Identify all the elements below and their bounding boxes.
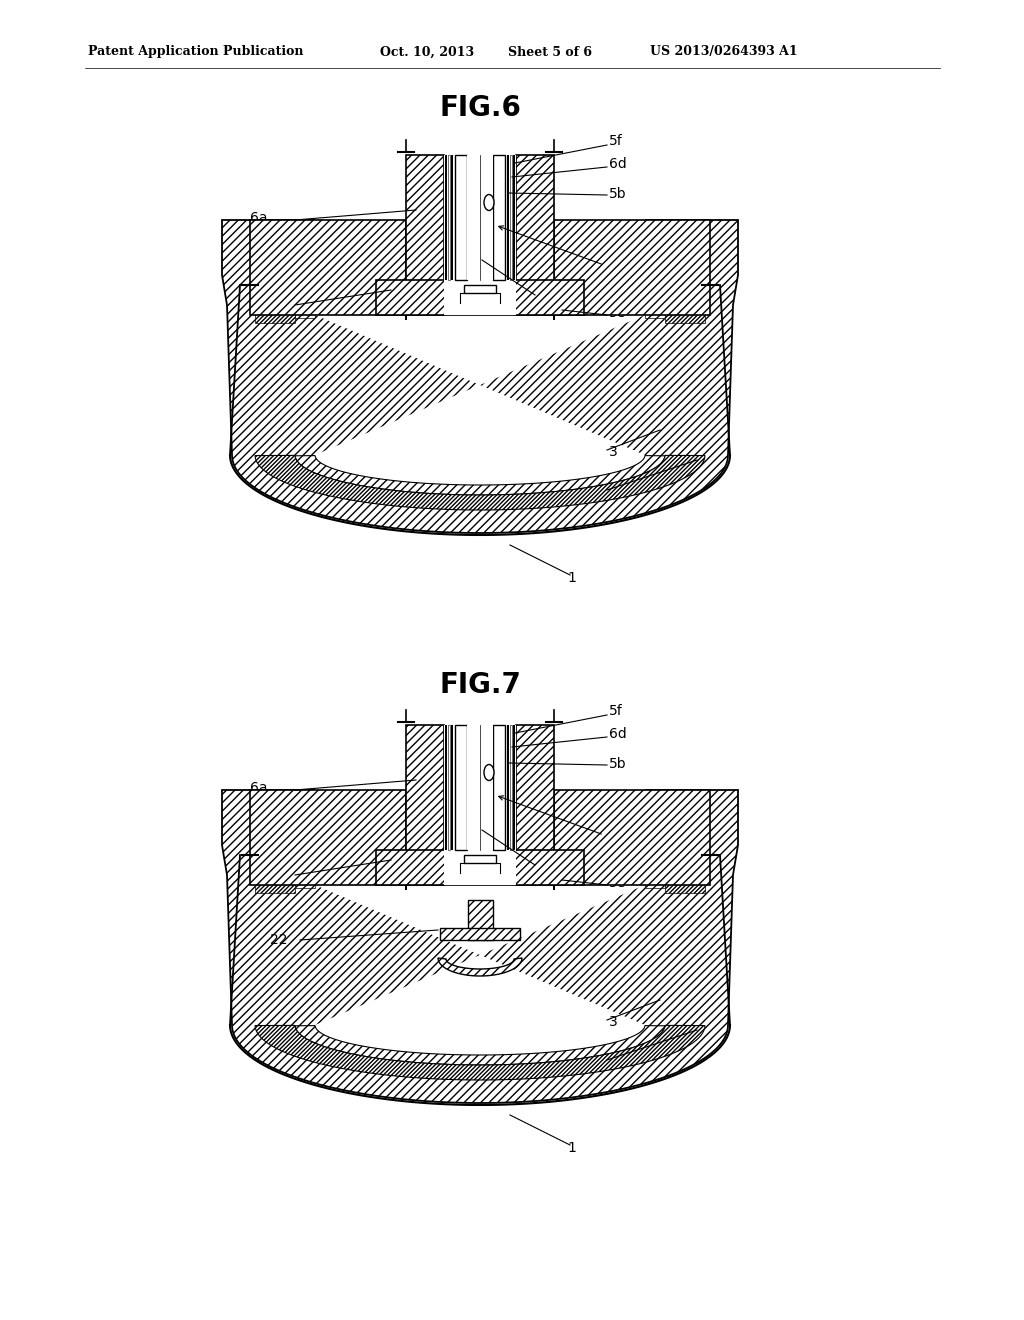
Bar	[507, 154, 509, 280]
Ellipse shape	[484, 194, 494, 210]
Bar	[295, 310, 315, 318]
Ellipse shape	[484, 764, 494, 780]
Bar	[467, 154, 493, 280]
Bar	[513, 154, 515, 280]
Polygon shape	[315, 685, 645, 1055]
Polygon shape	[295, 1026, 665, 1065]
Text: US 2013/0264393 A1: US 2013/0264393 A1	[650, 45, 798, 58]
Bar	[444, 154, 516, 315]
Bar	[513, 725, 515, 850]
Text: 5: 5	[609, 261, 617, 275]
Text: 4: 4	[532, 861, 541, 875]
Polygon shape	[315, 115, 645, 484]
Bar	[255, 882, 295, 894]
Bar	[645, 880, 665, 888]
Text: 6h: 6h	[250, 296, 267, 310]
Bar	[455, 725, 467, 850]
Bar	[445, 725, 447, 850]
Text: 6a: 6a	[250, 211, 267, 224]
Bar	[444, 850, 516, 884]
Bar	[510, 725, 512, 850]
Text: Patent Application Publication: Patent Application Publication	[88, 45, 303, 58]
Text: 6d: 6d	[609, 727, 627, 741]
Text: 5e: 5e	[609, 876, 627, 890]
Text: 5b: 5b	[609, 756, 627, 771]
Text: Oct. 10, 2013: Oct. 10, 2013	[380, 45, 474, 58]
Text: 5: 5	[609, 832, 617, 845]
Text: FIG.6: FIG.6	[439, 94, 521, 121]
Bar	[516, 154, 554, 315]
Text: 2: 2	[609, 1056, 617, 1071]
Bar	[468, 900, 493, 940]
Text: 6h: 6h	[250, 866, 267, 880]
Bar	[444, 725, 516, 884]
Text: 3: 3	[609, 445, 617, 459]
Bar	[665, 312, 705, 323]
Polygon shape	[255, 455, 705, 510]
Bar	[449, 725, 450, 850]
Bar	[516, 725, 554, 884]
Bar	[295, 880, 315, 888]
Bar	[376, 280, 584, 315]
Polygon shape	[554, 789, 710, 890]
Bar	[444, 280, 516, 315]
Bar	[451, 725, 453, 850]
Text: 5f: 5f	[609, 704, 623, 718]
Text: 2: 2	[609, 486, 617, 500]
Text: 3: 3	[609, 1015, 617, 1030]
Polygon shape	[438, 958, 522, 975]
Bar	[645, 310, 665, 318]
Text: 22: 22	[270, 933, 288, 946]
Polygon shape	[554, 220, 710, 319]
Bar	[467, 725, 493, 850]
Bar	[445, 154, 447, 280]
Text: 1: 1	[567, 572, 575, 585]
Polygon shape	[250, 220, 406, 319]
Bar	[376, 850, 584, 884]
Text: 6a: 6a	[250, 781, 267, 795]
Polygon shape	[222, 789, 738, 1104]
Bar	[464, 855, 496, 863]
Bar	[493, 154, 505, 280]
Bar	[406, 725, 444, 884]
Bar	[665, 882, 705, 894]
Bar	[464, 285, 496, 293]
Text: 4: 4	[532, 290, 541, 305]
Text: 1: 1	[567, 1140, 575, 1155]
Text: FIG.7: FIG.7	[439, 671, 521, 700]
Text: 5b: 5b	[609, 187, 627, 201]
Text: Sheet 5 of 6: Sheet 5 of 6	[508, 45, 592, 58]
Bar	[507, 725, 509, 850]
Bar	[406, 154, 444, 315]
Bar	[451, 154, 453, 280]
Polygon shape	[250, 789, 406, 890]
Bar	[510, 154, 512, 280]
Bar	[455, 154, 467, 280]
Text: 6d: 6d	[609, 157, 627, 172]
Text: 5e: 5e	[609, 306, 627, 319]
Polygon shape	[222, 220, 738, 533]
Polygon shape	[255, 1026, 705, 1080]
Bar	[440, 928, 520, 940]
Bar	[449, 154, 450, 280]
Text: 5f: 5f	[609, 135, 623, 148]
Bar	[493, 725, 505, 850]
Polygon shape	[295, 455, 665, 495]
Bar	[255, 312, 295, 323]
